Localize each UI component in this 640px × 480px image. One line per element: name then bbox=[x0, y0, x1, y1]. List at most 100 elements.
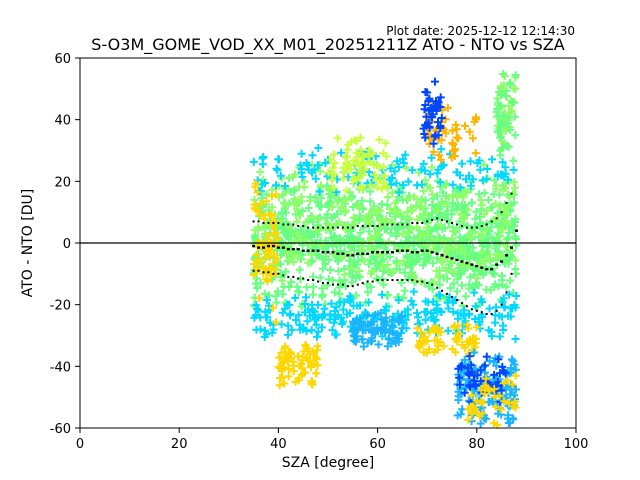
x-tick-label: 100 bbox=[564, 437, 589, 452]
series-0-point bbox=[445, 255, 449, 259]
series-0-point bbox=[266, 244, 270, 248]
series-0-point bbox=[296, 247, 300, 251]
series-0-point bbox=[286, 247, 290, 251]
series-0-point bbox=[276, 246, 280, 249]
series-1-point bbox=[312, 226, 315, 229]
series-0-point bbox=[505, 254, 509, 257]
series-0-point bbox=[435, 252, 439, 255]
series-1-point bbox=[446, 220, 449, 223]
series-0-point bbox=[415, 251, 419, 254]
series-0-point bbox=[321, 251, 325, 254]
series-0-point bbox=[395, 249, 399, 252]
series-2-point bbox=[485, 312, 488, 315]
scatter-cluster-yellow bbox=[464, 371, 520, 430]
series-2-point bbox=[371, 280, 374, 283]
series-0-point bbox=[301, 249, 305, 252]
series-2-point bbox=[436, 286, 439, 289]
x-tick-label: 0 bbox=[76, 437, 84, 452]
x-tick-label: 60 bbox=[369, 437, 386, 452]
x-axis-label: SZA [degree] bbox=[282, 455, 375, 471]
series-2-point bbox=[455, 299, 458, 302]
x-tick-label: 20 bbox=[171, 437, 188, 452]
series-0-point bbox=[440, 254, 444, 257]
series-2-point bbox=[361, 282, 364, 285]
series-0-point bbox=[450, 257, 454, 260]
series-0-point bbox=[376, 251, 380, 254]
series-1-point bbox=[421, 221, 424, 224]
plot-date: Plot date: 2025-12-12 12:14:30 bbox=[386, 24, 575, 38]
series-1-point bbox=[297, 225, 300, 228]
series-2-point bbox=[505, 291, 508, 294]
series-0-point bbox=[361, 252, 365, 255]
series-2-point bbox=[406, 279, 409, 281]
series-1-point bbox=[480, 225, 483, 228]
series-1-point bbox=[277, 221, 280, 224]
series-0-point bbox=[336, 252, 340, 255]
series-1-point bbox=[500, 211, 503, 214]
series-2-point bbox=[267, 271, 270, 274]
y-tick-label: -20 bbox=[50, 299, 71, 314]
series-2-point bbox=[336, 283, 339, 286]
scatter-cluster-green bbox=[492, 70, 520, 165]
series-2-point bbox=[495, 309, 498, 312]
series-1-point bbox=[411, 221, 414, 224]
series-1-point bbox=[431, 218, 434, 221]
series-1-point bbox=[307, 226, 310, 229]
series-0-point bbox=[420, 249, 424, 252]
series-1-point bbox=[401, 223, 404, 226]
series-2-point bbox=[287, 275, 290, 278]
series-0-point bbox=[470, 263, 474, 266]
scatter-cluster-yellow bbox=[249, 179, 282, 327]
series-1-point bbox=[331, 226, 334, 229]
x-axis: 0 20 40 60 80 100 bbox=[76, 428, 589, 452]
series-2-point bbox=[292, 275, 295, 278]
series-1-point bbox=[451, 221, 453, 224]
series-1-point bbox=[441, 218, 444, 221]
series-1-point bbox=[302, 225, 305, 228]
series-2-point bbox=[346, 285, 349, 288]
series-markers bbox=[252, 192, 518, 315]
series-0-point bbox=[346, 254, 350, 257]
series-1-point bbox=[252, 220, 255, 223]
series-1-point bbox=[317, 226, 320, 229]
series-2-point bbox=[302, 277, 305, 280]
series-2-point bbox=[307, 279, 310, 281]
series-2-point bbox=[327, 282, 329, 285]
series-0-point bbox=[475, 264, 479, 268]
series-2-point bbox=[391, 279, 394, 281]
series-2-point bbox=[441, 289, 444, 292]
y-tick-label: -60 bbox=[50, 422, 71, 437]
scatter-cluster-yellow bbox=[274, 340, 322, 390]
y-tick-label: 20 bbox=[54, 175, 71, 190]
series-1-point bbox=[436, 217, 439, 220]
series-2-point bbox=[470, 308, 473, 311]
series-1-point bbox=[322, 226, 325, 229]
series-2-point bbox=[480, 311, 483, 314]
series-2-point bbox=[277, 272, 280, 275]
series-1-point bbox=[505, 201, 508, 204]
series-0-point bbox=[252, 244, 256, 248]
series-2-point bbox=[446, 292, 449, 295]
series-2-point bbox=[431, 283, 434, 286]
series-1-point bbox=[465, 226, 468, 229]
series-2-point bbox=[356, 283, 359, 286]
series-0-point bbox=[425, 249, 429, 252]
y-tick-label: 0 bbox=[63, 237, 71, 252]
scatter-cluster-yellow bbox=[413, 320, 481, 358]
series-1-point bbox=[262, 221, 265, 224]
series-1-point bbox=[381, 223, 384, 226]
series-1-point bbox=[287, 223, 290, 226]
series-0-point bbox=[465, 261, 469, 265]
x-tick-label: 80 bbox=[469, 437, 486, 452]
series-2-point bbox=[282, 274, 285, 277]
series-0-point bbox=[326, 251, 330, 254]
series-0-point bbox=[490, 268, 494, 271]
series-1-point bbox=[406, 223, 409, 226]
series-1-point bbox=[495, 217, 498, 220]
series-2-point bbox=[401, 279, 404, 281]
series-1-point bbox=[490, 220, 493, 223]
series-0-point bbox=[495, 263, 499, 266]
y-axis-label: ATO - NTO [DU] bbox=[20, 189, 36, 297]
scatter-cluster-blue bbox=[419, 77, 446, 148]
